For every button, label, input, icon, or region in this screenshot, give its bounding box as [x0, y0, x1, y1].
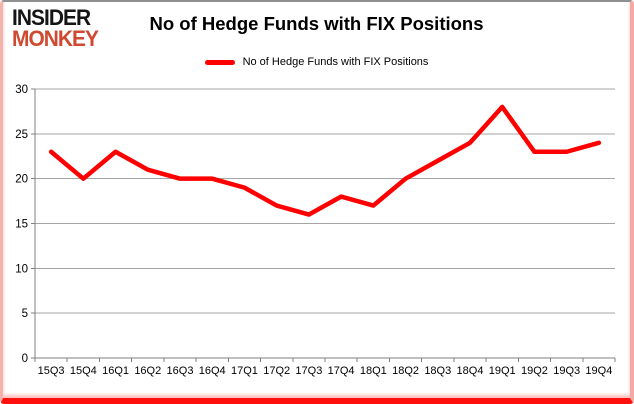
y-axis-label: 5: [22, 308, 28, 320]
insider-monkey-logo: INSIDER MONKEY: [12, 5, 99, 51]
legend-line-swatch: [204, 59, 235, 65]
x-axis-label: 18Q4: [457, 365, 484, 377]
x-axis-label: 18Q3: [424, 365, 451, 377]
y-axis-label: 0: [22, 353, 28, 365]
x-axis-label: 17Q4: [328, 365, 355, 377]
x-axis-label: 16Q4: [199, 365, 226, 377]
x-axis-label: 16Q2: [134, 365, 161, 377]
line-chart: 0 5 10 15 20 25 30 15Q3 15Q4 16Q1 16Q2 16Q3 16Q4 17Q1…: [15, 84, 616, 377]
x-axis-label: 19Q2: [521, 365, 548, 377]
y-axis-label: 25: [15, 129, 28, 141]
x-axis-label: 17Q3: [295, 365, 322, 377]
x-axis-label: 17Q1: [231, 365, 258, 377]
x-axis-label: 15Q3: [38, 365, 65, 377]
chart-legend: No of Hedge Funds with FIX Positions: [3, 56, 630, 68]
logo-text-monkey: MONKEY: [12, 26, 99, 51]
x-axis-label: 16Q3: [167, 365, 194, 377]
y-axis-label: 20: [15, 174, 28, 186]
logo-text-insider: INSIDER: [12, 5, 91, 30]
data-series-line: [48, 104, 602, 217]
x-axis-label: 19Q3: [553, 365, 580, 377]
x-axis-label: 16Q1: [102, 365, 129, 377]
y-axis-label: 10: [15, 263, 28, 275]
x-axis-label: 18Q1: [360, 365, 387, 377]
y-axis-label: 15: [15, 219, 28, 231]
x-axis-label: 18Q2: [392, 365, 419, 377]
x-axis-label: 15Q4: [70, 365, 97, 377]
y-axis-label: 30: [15, 84, 28, 96]
legend-label: No of Hedge Funds with FIX Positions: [242, 56, 429, 68]
chart-title: No of Hedge Funds with FIX Positions: [149, 13, 484, 34]
x-axis-label: 19Q1: [489, 365, 516, 377]
x-axis-label: 17Q2: [263, 365, 290, 377]
x-axis-label: 19Q4: [585, 365, 612, 377]
